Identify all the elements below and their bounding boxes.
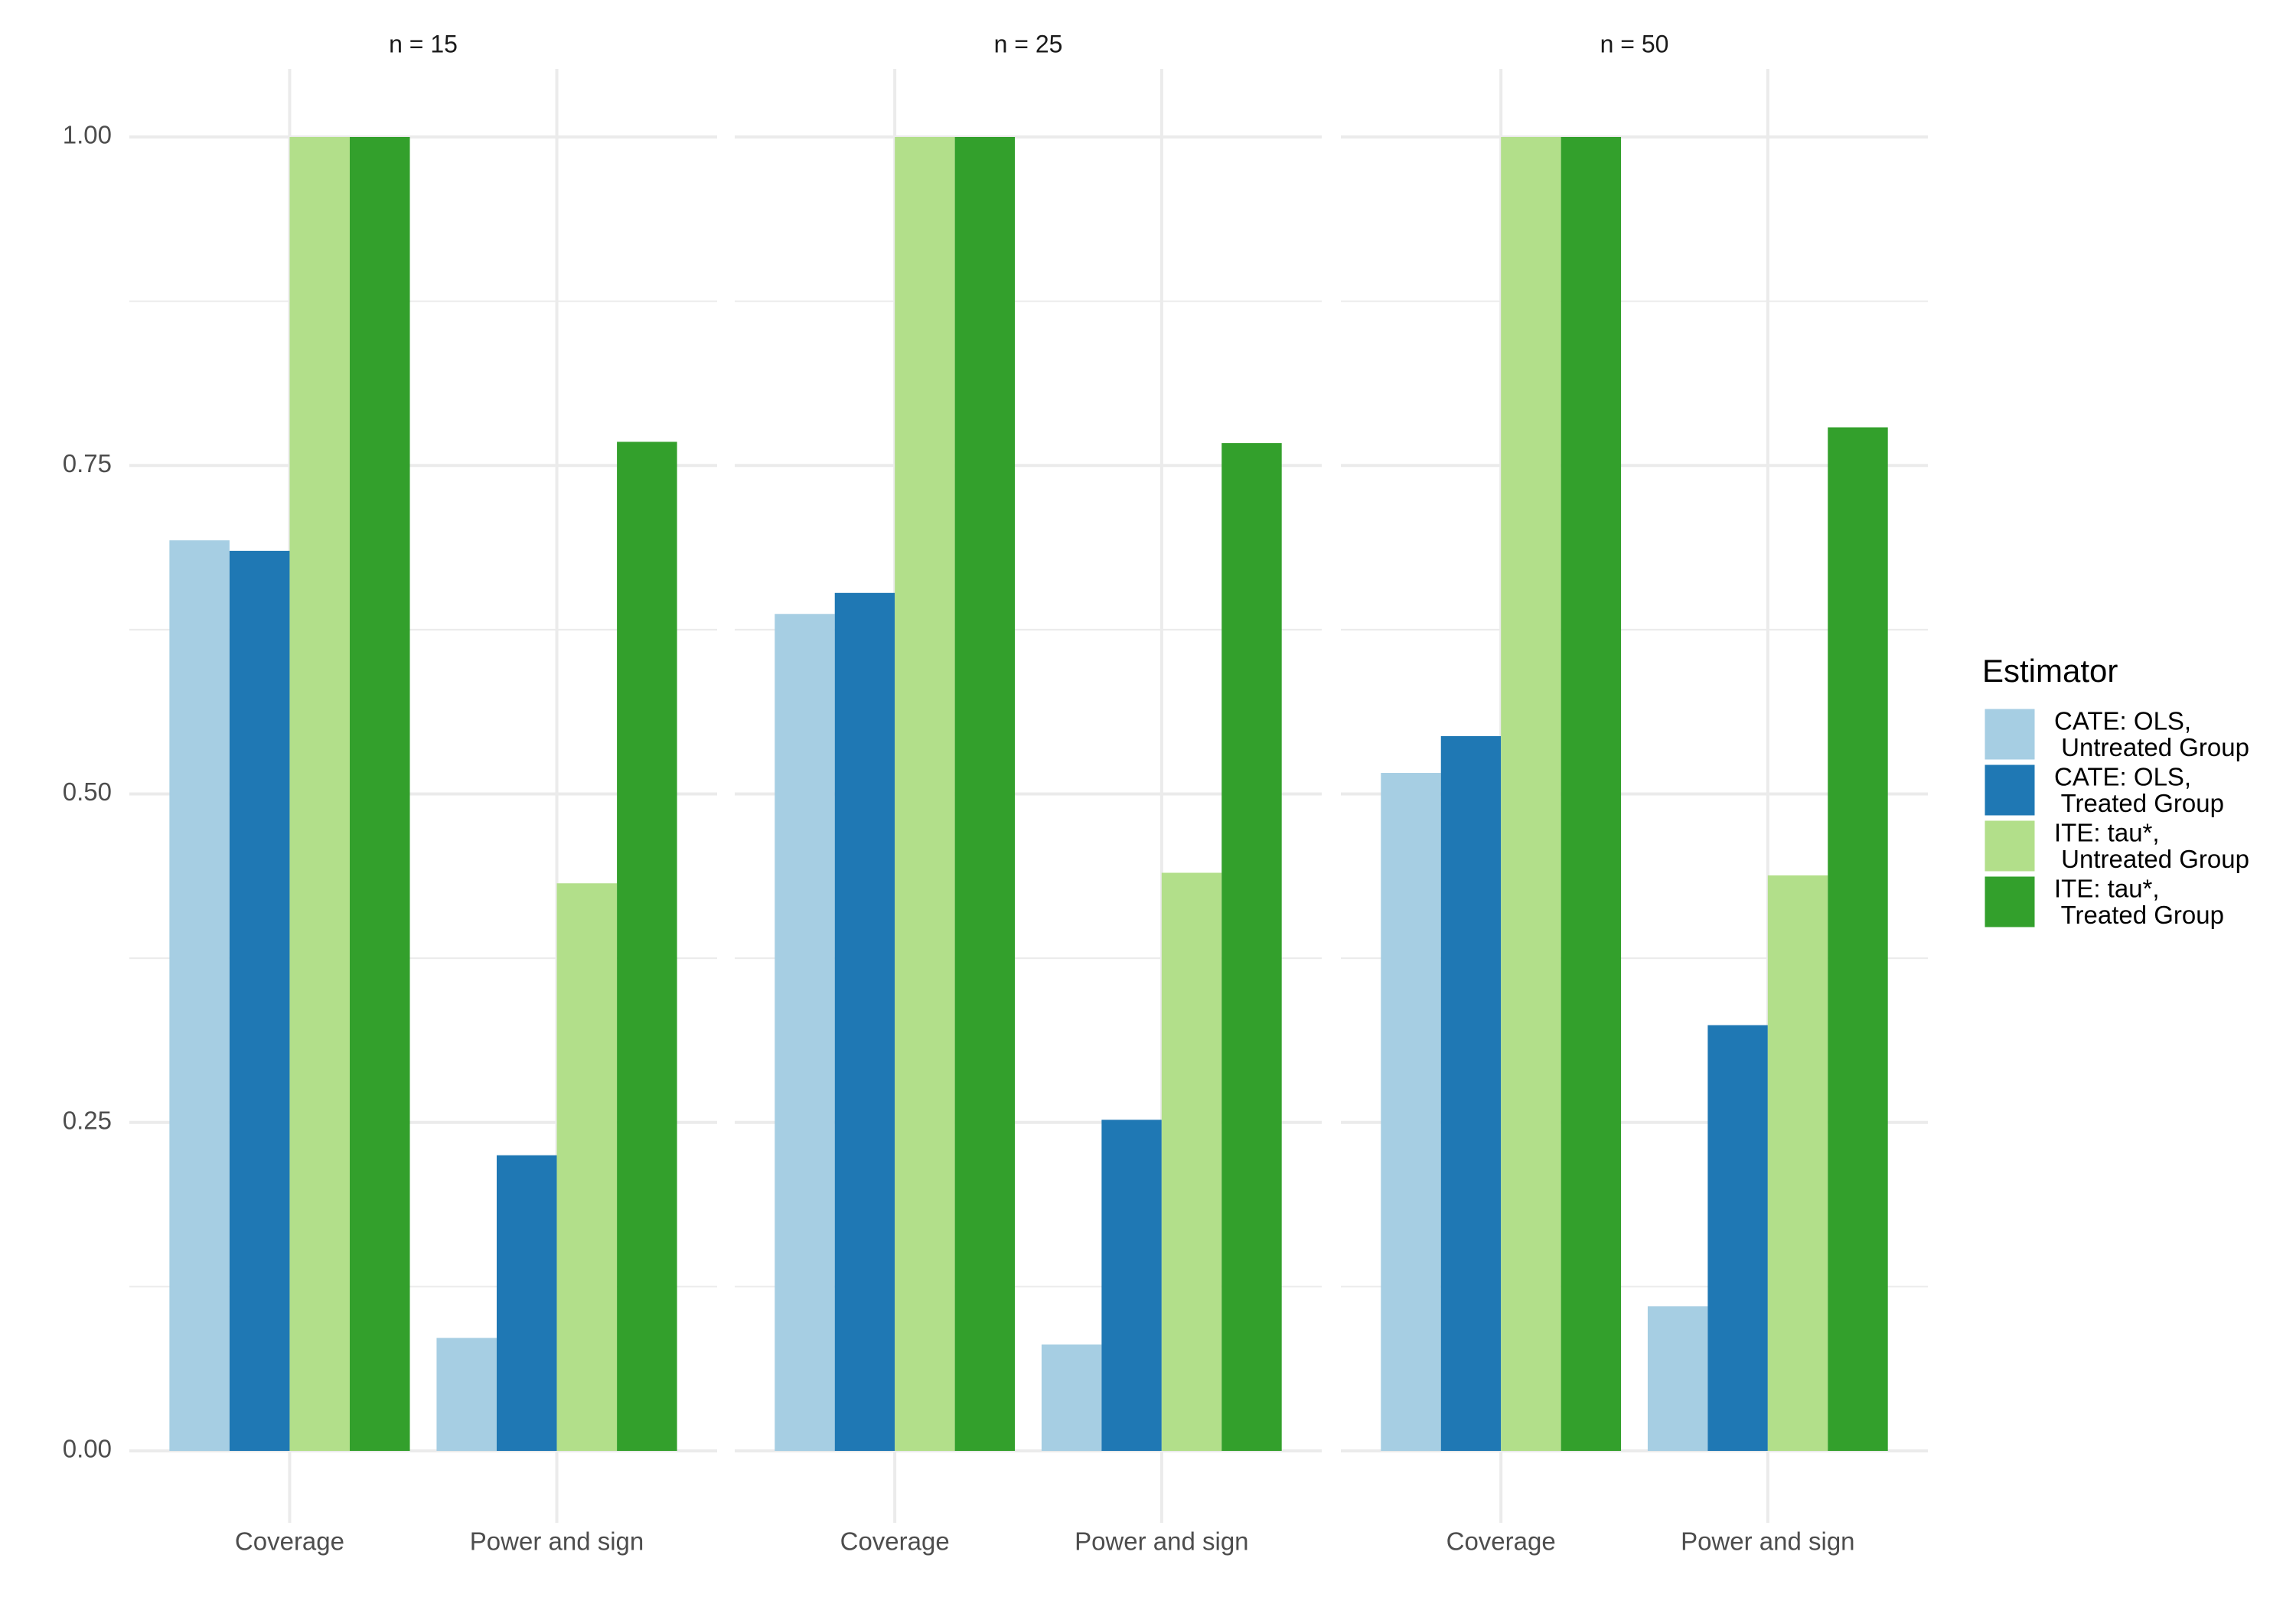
legend-label: ITE: tau*, Untreated Group	[2054, 818, 2249, 873]
legend-key	[1982, 874, 2037, 930]
x-tick-label: Power and sign	[1681, 1527, 1854, 1556]
bar	[617, 442, 677, 1451]
bar	[834, 592, 895, 1451]
legend-key	[1982, 818, 2037, 874]
legend-label: ITE: tau*, Treated Group	[2054, 874, 2224, 929]
bar	[775, 614, 835, 1451]
bar	[556, 883, 618, 1451]
x-tick-label: Power and sign	[470, 1527, 644, 1556]
facet-title: n = 25	[994, 30, 1063, 57]
bar	[895, 137, 955, 1451]
y-tick-label: 1.00	[63, 121, 112, 149]
legend-label: CATE: OLS, Untreated Group	[2054, 706, 2249, 761]
facet-title: n = 50	[1600, 30, 1669, 57]
bar	[1501, 137, 1561, 1451]
bar	[954, 137, 1016, 1451]
bar	[1221, 443, 1282, 1451]
bar	[1828, 427, 1888, 1451]
legend-label: CATE: OLS, Treated Group	[2054, 762, 2224, 817]
bar	[169, 540, 230, 1451]
bar	[1440, 735, 1502, 1451]
legend-key	[1982, 762, 2037, 818]
bar	[1561, 137, 1622, 1451]
legend-title: Estimator	[1982, 653, 2118, 689]
facet-title: n = 15	[389, 30, 458, 57]
bar	[497, 1155, 557, 1451]
bar	[1381, 773, 1441, 1451]
x-tick-label: Coverage	[235, 1527, 344, 1556]
legend-key	[1982, 706, 2037, 762]
bar	[1041, 1344, 1102, 1451]
bar	[1707, 1025, 1768, 1451]
x-tick-label: Coverage	[1446, 1527, 1556, 1556]
x-tick-label: Coverage	[840, 1527, 950, 1556]
y-tick-label: 0.50	[63, 777, 112, 806]
bar	[1647, 1306, 1708, 1451]
bar	[229, 550, 290, 1451]
y-tick-label: 0.25	[63, 1106, 112, 1134]
y-tick-label: 0.75	[63, 449, 112, 478]
bar	[1161, 872, 1222, 1451]
bar	[289, 137, 350, 1451]
bar	[350, 137, 410, 1451]
bar	[1767, 875, 1828, 1451]
y-tick-label: 0.00	[63, 1435, 112, 1463]
x-tick-label: Power and sign	[1075, 1527, 1248, 1556]
bar	[1101, 1120, 1162, 1451]
bar	[436, 1338, 497, 1451]
